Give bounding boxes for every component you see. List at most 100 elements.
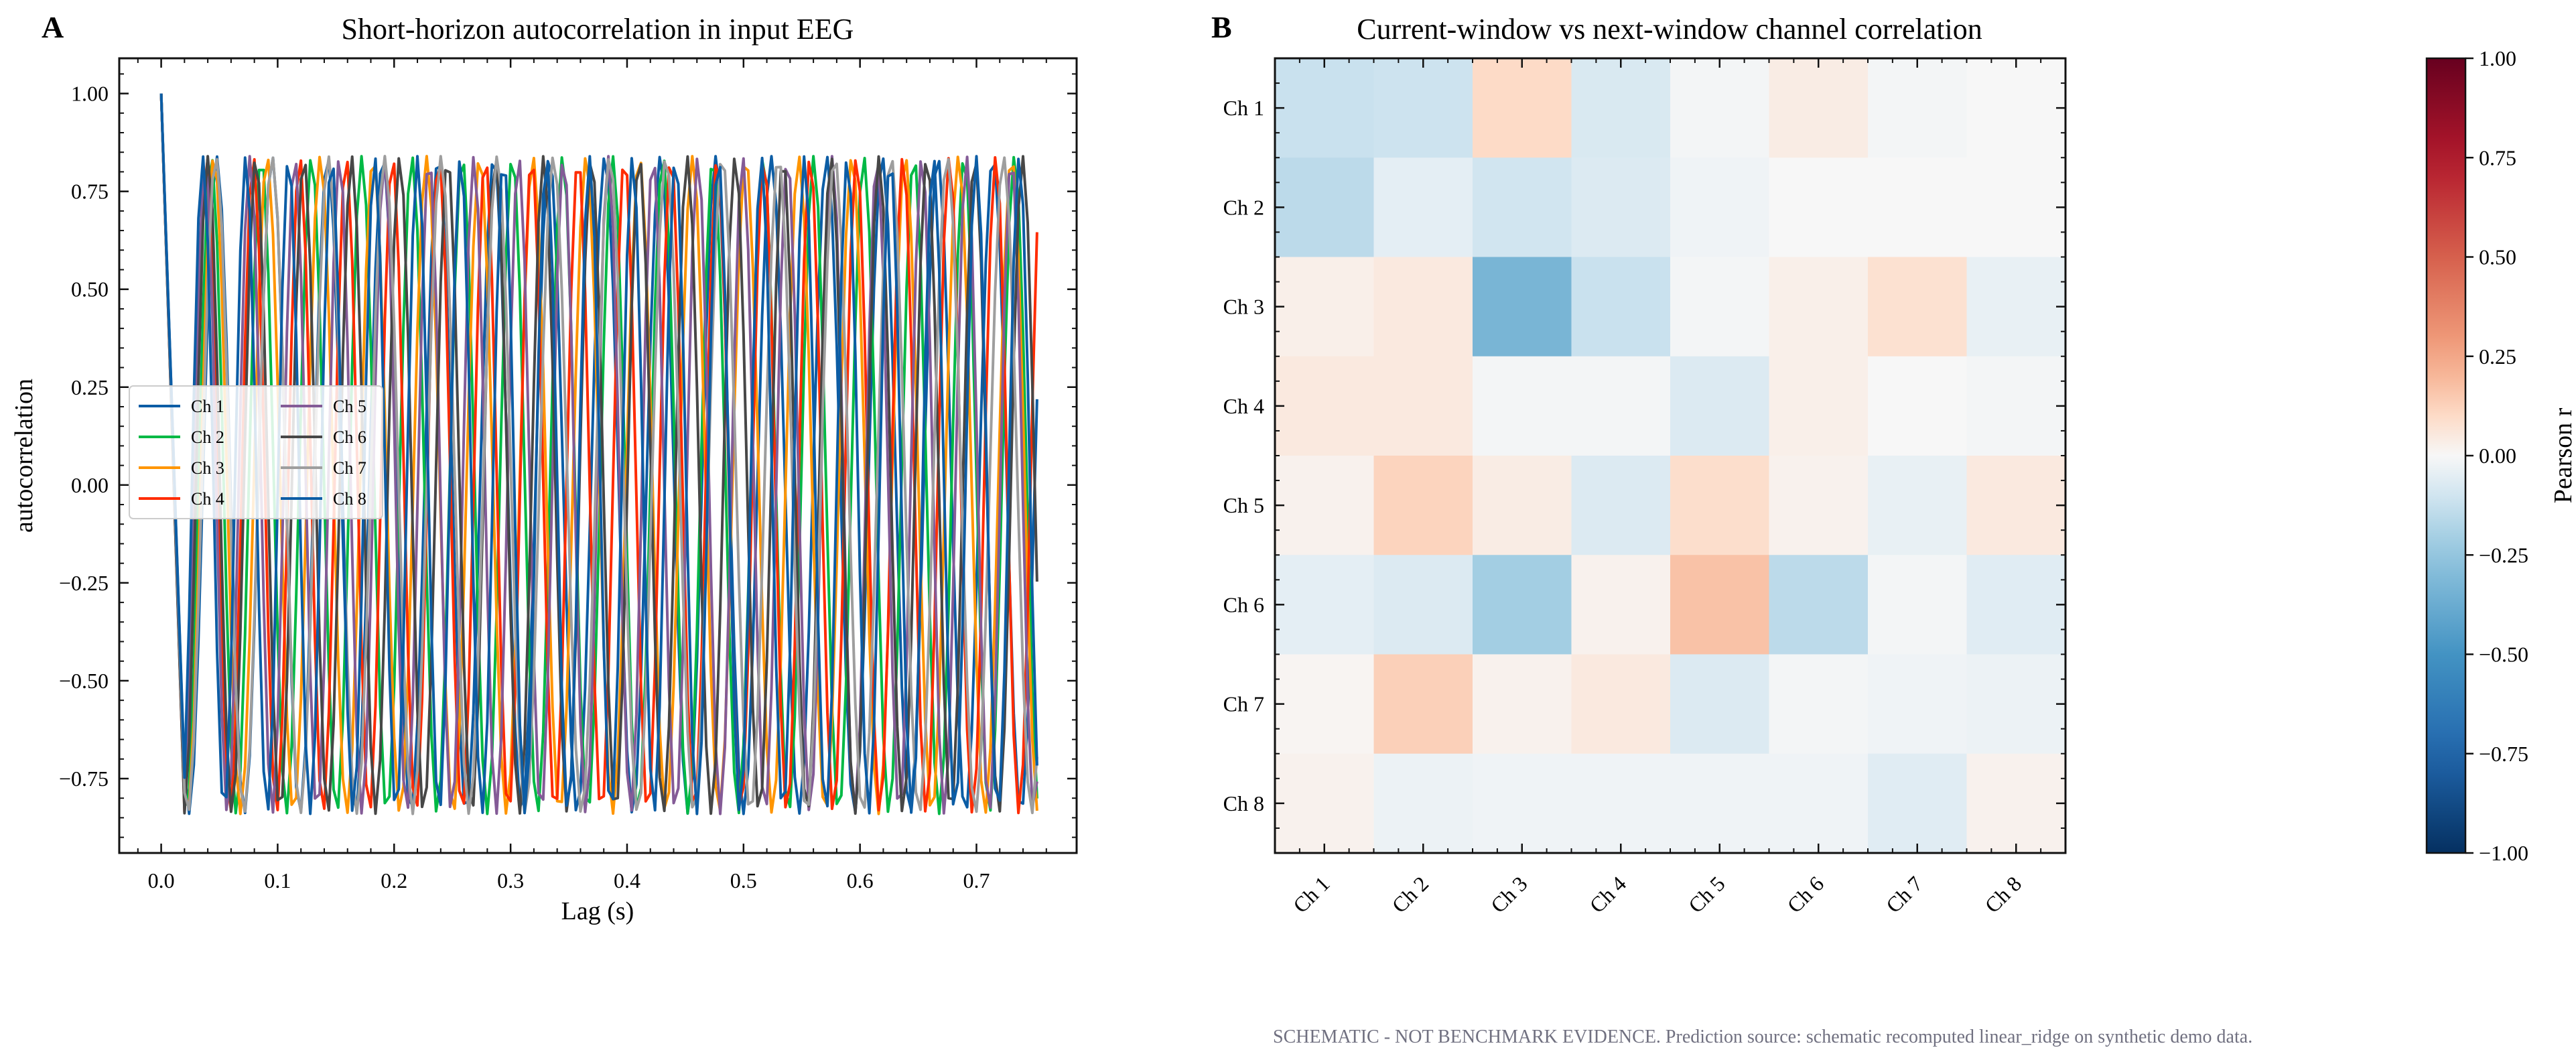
- panel-a-axes-frame: [118, 57, 1078, 854]
- panel-a-xlabel: Lag (s): [561, 897, 634, 925]
- heatmap-cell: [1275, 257, 1374, 357]
- heatmap-cell: [1275, 58, 1374, 158]
- y-tick-label: −0.50: [59, 669, 109, 693]
- series-line-8: [159, 93, 1038, 815]
- col-label: Ch 4: [1584, 871, 1631, 917]
- colorbar-tick-label: −0.25: [2479, 543, 2528, 567]
- heatmap-cell: [1275, 356, 1374, 456]
- y-tick-label: 0.25: [71, 375, 109, 399]
- legend-label: Ch 8: [333, 489, 366, 509]
- heatmap-cell: [1275, 753, 1374, 854]
- colorbar-tick-label: 0.25: [2479, 344, 2516, 369]
- panel-a-title: Short-horizon autocorrelation in input E…: [342, 13, 854, 46]
- colorbar-tick-label: −0.50: [2479, 643, 2528, 667]
- panel-a-ticks: 0.0 0.1 0.2 0.3 0.4 0.5 0.6 0.7 1.00 0.75 0.50 0.25…: [59, 58, 1077, 893]
- x-tick-label: 0.7: [963, 868, 990, 893]
- y-tick-label: −0.25: [59, 571, 109, 595]
- x-tick-label: 0.4: [614, 868, 640, 893]
- heatmap-cell: [1473, 753, 1572, 854]
- row-label: Ch 6: [1223, 592, 1264, 616]
- heatmap-cell: [1966, 257, 2066, 357]
- heatmap-cell: [1966, 555, 2066, 655]
- x-tick-label: 0.2: [381, 868, 407, 893]
- heatmap-cell: [1670, 356, 1769, 456]
- heatmap-cell: [1769, 753, 1869, 854]
- colorbar-tick-label: 1.00: [2479, 46, 2516, 70]
- colorbar-tick-label: 0.00: [2479, 444, 2516, 468]
- colorbar-gradient: [2425, 57, 2467, 854]
- heatmap-cell: [1275, 555, 1374, 655]
- heatmap-cell: [1769, 654, 1869, 754]
- heatmap-cell: [1571, 456, 1671, 555]
- heatmap-cell: [1670, 654, 1769, 754]
- heatmap-cell: [1373, 456, 1473, 555]
- col-label: Ch 3: [1486, 871, 1532, 917]
- legend-box: [129, 385, 383, 519]
- heatmap-cell: [1769, 257, 1869, 357]
- panel-letter-a: A: [42, 10, 64, 44]
- heatmap-cell: [1373, 257, 1473, 357]
- heatmap-cell: [1473, 456, 1572, 555]
- col-label: Ch 6: [1782, 871, 1828, 917]
- heatmap-cell: [1966, 654, 2066, 754]
- series-line-6: [159, 93, 1038, 815]
- series-line-7: [159, 93, 1038, 815]
- col-label: Ch 8: [1980, 871, 2026, 917]
- heatmap-cell: [1670, 555, 1769, 655]
- panel-a-ylabel: autocorrelation: [10, 379, 38, 533]
- x-tick-label: 0.0: [148, 868, 175, 893]
- heatmap-cell: [1571, 356, 1671, 456]
- panel-b-title: Current-window vs next-window channel co…: [1357, 13, 1982, 46]
- x-tick-label: 0.3: [497, 868, 524, 893]
- panel-b: B Current-window vs next-window channel …: [1211, 10, 2067, 917]
- heatmap-cell: [1868, 157, 1967, 257]
- heatmap-cell: [1670, 257, 1769, 357]
- x-tick-label: 0.6: [847, 868, 874, 893]
- heatmap-cell: [1473, 654, 1572, 754]
- row-label: Ch 5: [1223, 493, 1264, 517]
- heatmap-cell: [1670, 157, 1769, 257]
- colorbar-ticks: 1.00 0.75 0.50 0.25 0.00 −0.25 −0.50 −0.75 −1.00: [2465, 46, 2528, 865]
- row-label: Ch 3: [1223, 295, 1264, 319]
- colorbar-tick-label: 0.50: [2479, 245, 2516, 269]
- legend-label: Ch 7: [333, 458, 366, 478]
- panel-b-heatmap-cells: [1275, 58, 2066, 854]
- col-label: Ch 2: [1387, 871, 1433, 917]
- legend-label: Ch 2: [191, 427, 224, 447]
- heatmap-cell: [1571, 257, 1671, 357]
- heatmap-cell: [1473, 257, 1572, 357]
- heatmap-cell: [1868, 257, 1967, 357]
- y-tick-label: 0.00: [71, 473, 109, 497]
- heatmap-cell: [1275, 654, 1374, 754]
- legend-label: Ch 3: [191, 458, 224, 478]
- heatmap-cell: [1769, 456, 1869, 555]
- heatmap-cell: [1868, 356, 1967, 456]
- heatmap-cell: [1868, 456, 1967, 555]
- heatmap-cell: [1966, 58, 2066, 158]
- heatmap-cell: [1670, 753, 1769, 854]
- heatmap-cell: [1373, 753, 1473, 854]
- heatmap-cell: [1966, 753, 2066, 854]
- heatmap-cell: [1275, 456, 1374, 555]
- y-tick-label: 1.00: [71, 82, 109, 106]
- colorbar-label: Pearson r: [2549, 407, 2576, 503]
- heatmap-cell: [1275, 157, 1374, 257]
- heatmap-cell: [1373, 157, 1473, 257]
- heatmap-cell: [1966, 456, 2066, 555]
- heatmap-cell: [1769, 58, 1869, 158]
- heatmap-cell: [1769, 157, 1869, 257]
- row-label: Ch 7: [1223, 692, 1264, 716]
- panel-a: A Short-horizon autocorrelation in input…: [10, 10, 1078, 925]
- heatmap-cell: [1571, 157, 1671, 257]
- col-label: Ch 5: [1684, 871, 1730, 917]
- heatmap-cell: [1868, 654, 1967, 754]
- row-label: Ch 4: [1223, 394, 1264, 418]
- colorbar-tick-label: −0.75: [2479, 742, 2528, 766]
- row-label: Ch 2: [1223, 195, 1264, 219]
- legend-label: Ch 6: [333, 427, 366, 447]
- heatmap-cell: [1571, 555, 1671, 655]
- panel-letter-b: B: [1211, 10, 1232, 44]
- heatmap-cell: [1868, 58, 1967, 158]
- legend-label: Ch 5: [333, 397, 366, 416]
- y-tick-label: 0.75: [71, 180, 109, 204]
